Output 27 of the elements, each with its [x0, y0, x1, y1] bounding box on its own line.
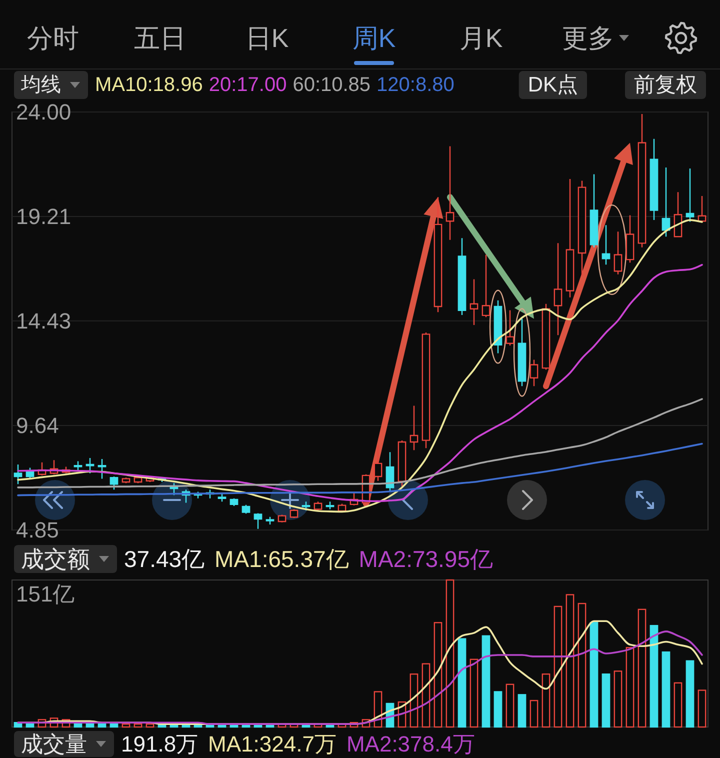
text: 20:17.00 — [208, 74, 287, 96]
annotation: 151亿 — [16, 582, 75, 606]
text: 成交量 — [21, 732, 87, 756]
y-tick-label: 24.00 — [16, 100, 72, 124]
text: 分时 — [27, 23, 79, 53]
y-tick-label: 14.43 — [16, 308, 72, 334]
text: MA1:324.7万 — [208, 732, 336, 756]
text: 37.43亿 — [124, 546, 205, 572]
text: MA2:378.4万 — [346, 732, 475, 756]
text: 五日 — [134, 23, 186, 53]
legend-title: 成交额 — [21, 546, 90, 572]
text: 月K — [459, 23, 504, 53]
text: MA10:18.96 — [95, 74, 203, 96]
y-tick-label: 9.64 — [16, 412, 59, 438]
text: 前复权 — [634, 74, 697, 96]
text: 周K — [352, 23, 396, 53]
y-tick-label: 4.85 — [16, 518, 59, 542]
text: 更多 — [562, 23, 614, 53]
text: 191.8万 — [121, 732, 198, 756]
text: MA1:65.37亿 — [214, 546, 349, 572]
text: 120:8.80 — [376, 74, 454, 96]
y-tick-label: 19.21 — [16, 204, 72, 230]
text: DK点 — [528, 74, 578, 96]
text: 60:10.85 — [292, 74, 371, 96]
text: MA2:73.95亿 — [358, 546, 494, 572]
text: 日K — [245, 23, 290, 53]
legend-title: 均线 — [20, 74, 61, 96]
